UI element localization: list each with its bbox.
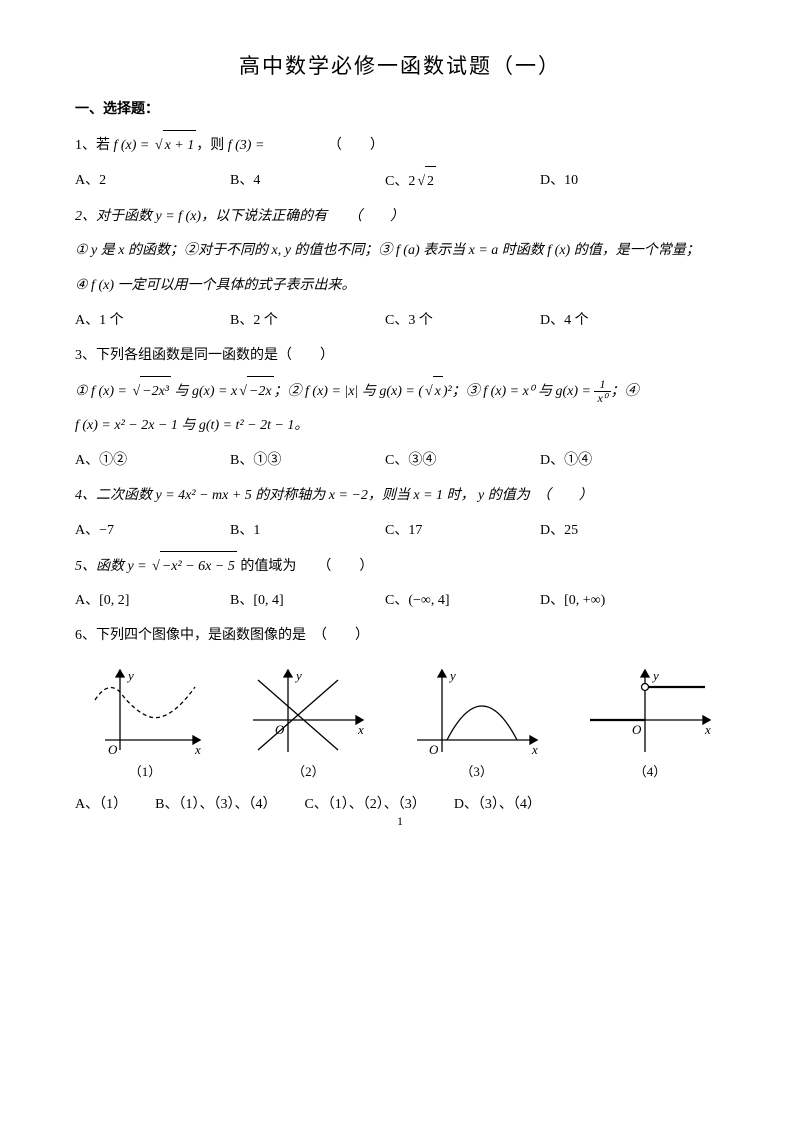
q1-fx: f (x) = bbox=[114, 138, 153, 153]
q2-opt-b: B、2 个 bbox=[230, 306, 385, 337]
q2-line3-text: ④ f (x) 一定可以用一个具体的式子表示出来。 bbox=[75, 278, 355, 293]
q5-pre: 5、函数 y = bbox=[75, 559, 150, 574]
graph1-svg: y x O bbox=[80, 662, 210, 757]
graph2-svg: y x O bbox=[243, 662, 373, 757]
axis-x: x bbox=[194, 742, 201, 757]
axis-o: O bbox=[429, 742, 439, 757]
q3-s1b: 与 g(x) = x bbox=[171, 384, 237, 399]
question-5: 5、函数 y = √−x² − 6x − 5 的值域为 （ ） bbox=[75, 551, 725, 583]
q3-options: A、①② B、①③ C、③④ D、①④ bbox=[75, 446, 725, 477]
q3-sqrt1: −2x³ bbox=[140, 376, 171, 408]
q5-sqrt: −x² − 6x − 5 bbox=[160, 551, 237, 583]
page-title: 高中数学必修一函数试题（一） bbox=[75, 50, 725, 80]
graph4-label: （4） bbox=[580, 761, 720, 780]
q3-sqrt2: −2x bbox=[247, 376, 274, 408]
q1-c-pre: C、2 bbox=[385, 174, 415, 189]
q5-opt-a: A、[0, 2] bbox=[75, 586, 230, 617]
q2-line2-text: ① y 是 x 的函数；②对于不同的 x, y 的值也不同；③ f (a) 表示… bbox=[75, 243, 700, 258]
q3-opt-c: C、③④ bbox=[385, 446, 540, 477]
fraction: 1x⁰ bbox=[594, 378, 610, 405]
graph2-label: （2） bbox=[243, 761, 373, 780]
q1-opt-b: B、4 bbox=[230, 166, 385, 198]
q3-s1d: )²；③ f (x) = x⁰ 与 g(x) = bbox=[443, 384, 595, 399]
q3-line: ① f (x) = √−2x³ 与 g(x) = x√−2x；② f (x) =… bbox=[75, 376, 725, 408]
q3-line2: f (x) = x² − 2x − 1 与 g(t) = t² − 2t − 1… bbox=[75, 411, 725, 442]
q2-opt-c: C、3 个 bbox=[385, 306, 540, 337]
q5-post: 的值域为 （ ） bbox=[237, 559, 374, 574]
q2-stem: 2、对于函数 y = f (x)，以下说法正确的有 （ ） bbox=[75, 209, 404, 224]
graph3-svg: y x O bbox=[407, 662, 547, 757]
q1-opt-c: C、2√2 bbox=[385, 166, 540, 198]
q5-opt-b: B、[0, 4] bbox=[230, 586, 385, 617]
q3-opt-d: D、①④ bbox=[540, 446, 695, 477]
q1-opt-a: A、2 bbox=[75, 166, 230, 198]
axis-x: x bbox=[531, 742, 538, 757]
q1-options: A、2 B、4 C、2√2 D、10 bbox=[75, 166, 725, 198]
page-number: 1 bbox=[0, 814, 800, 829]
sqrt-icon: √2 bbox=[415, 166, 436, 198]
graph-3: y x O （3） bbox=[407, 662, 547, 780]
q4-opt-a: A、−7 bbox=[75, 516, 230, 547]
graph4-svg: y x O bbox=[580, 662, 720, 757]
q2-line3: ④ f (x) 一定可以用一个具体的式子表示出来。 bbox=[75, 271, 725, 302]
q5-opt-c: C、(−∞, 4] bbox=[385, 586, 540, 617]
axis-x: x bbox=[704, 722, 711, 737]
graph-2: y x O （2） bbox=[243, 662, 373, 780]
q4-opt-c: C、17 bbox=[385, 516, 540, 547]
q1-stem-pre: 1、若 bbox=[75, 138, 114, 153]
question-6: 6、下列四个图像中，是函数图像的是 （ ） bbox=[75, 621, 725, 652]
q3-opt-b: B、①③ bbox=[230, 446, 385, 477]
axis-o: O bbox=[275, 722, 285, 737]
q1-c-sqrt: 2 bbox=[425, 166, 436, 198]
axis-y: y bbox=[448, 668, 456, 683]
axis-y: y bbox=[294, 668, 302, 683]
graph-4: y x O （4） bbox=[580, 662, 720, 780]
axis-y: y bbox=[126, 668, 134, 683]
q3-sqrt3: x bbox=[433, 376, 443, 408]
section-heading: 一、选择题： bbox=[75, 98, 725, 118]
q2-line2: ① y 是 x 的函数；②对于不同的 x, y 的值也不同；③ f (a) 表示… bbox=[75, 236, 725, 267]
graph1-label: （1） bbox=[80, 761, 210, 780]
q4-opt-b: B、1 bbox=[230, 516, 385, 547]
q5-options: A、[0, 2] B、[0, 4] C、(−∞, 4] D、[0, +∞) bbox=[75, 586, 725, 617]
q3-s1e: ；④ bbox=[611, 384, 639, 399]
q3-s1c: ；② f (x) = |x| 与 g(x) = ( bbox=[274, 384, 423, 399]
q3-s1a: ① f (x) = bbox=[75, 384, 130, 399]
q4-opt-d: D、25 bbox=[540, 516, 695, 547]
graph-row: y x O （1） y x O （2） bbox=[75, 662, 725, 780]
graph3-label: （3） bbox=[407, 761, 547, 780]
q1-sqrt-arg: x + 1 bbox=[163, 130, 197, 162]
sqrt-icon: √x + 1 bbox=[153, 130, 196, 162]
axis-o: O bbox=[108, 742, 118, 757]
q1-stem-mid: ，则 bbox=[196, 138, 228, 153]
q2-opt-d: D、4 个 bbox=[540, 306, 695, 337]
sqrt-icon: √−2x bbox=[237, 376, 273, 408]
frac-num: 1 bbox=[594, 378, 610, 392]
axis-o: O bbox=[632, 722, 642, 737]
question-1: 1、若 f (x) = √x + 1，则 f (3) = （ ） bbox=[75, 130, 725, 162]
q1-f3: f (3) = bbox=[228, 138, 265, 153]
q2-opt-a: A、1 个 bbox=[75, 306, 230, 337]
q2-options: A、1 个 B、2 个 C、3 个 D、4 个 bbox=[75, 306, 725, 337]
frac-den: x⁰ bbox=[594, 392, 610, 405]
question-2: 2、对于函数 y = f (x)，以下说法正确的有 （ ） bbox=[75, 202, 725, 233]
question-3: 3、下列各组函数是同一函数的是（ ） bbox=[75, 341, 725, 372]
axis-x: x bbox=[357, 722, 364, 737]
sqrt-icon: √x bbox=[423, 376, 443, 408]
graph-1: y x O （1） bbox=[80, 662, 210, 780]
q1-blank: （ ） bbox=[328, 138, 384, 153]
question-4: 4、二次函数 y = 4x² − mx + 5 的对称轴为 x = −2，则当 … bbox=[75, 481, 725, 512]
q5-opt-d: D、[0, +∞) bbox=[540, 586, 695, 617]
axis-y: y bbox=[651, 668, 659, 683]
q4-options: A、−7 B、1 C、17 D、25 bbox=[75, 516, 725, 547]
q1-opt-d: D、10 bbox=[540, 166, 695, 198]
sqrt-icon: √−x² − 6x − 5 bbox=[150, 551, 237, 583]
q3-opt-a: A、①② bbox=[75, 446, 230, 477]
sqrt-icon: √−2x³ bbox=[130, 376, 171, 408]
exam-page: 高中数学必修一函数试题（一） 一、选择题： 1、若 f (x) = √x + 1… bbox=[0, 0, 800, 851]
